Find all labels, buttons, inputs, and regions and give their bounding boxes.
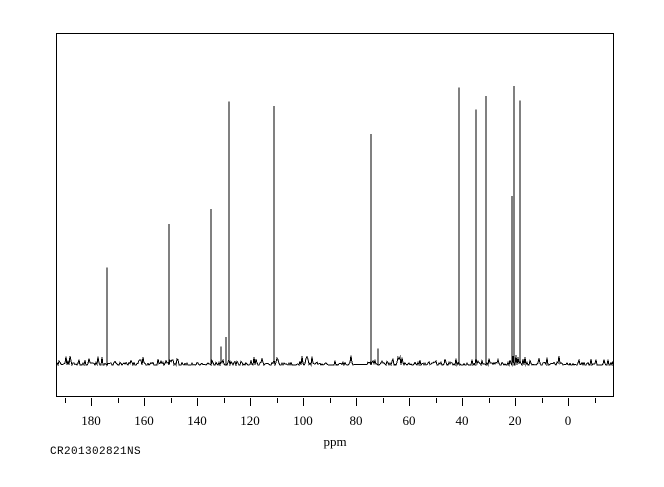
axis-tick-label: 180 xyxy=(81,413,101,428)
axis-tick-minor xyxy=(382,398,384,403)
axis-tick-major xyxy=(568,398,569,406)
axis-tick-label: 120 xyxy=(240,413,260,428)
axis-tick-label: 20 xyxy=(508,413,522,428)
axis-tick-major xyxy=(462,398,463,406)
x-axis-title: ppm xyxy=(323,434,347,449)
axis-tick-label: 140 xyxy=(187,413,207,428)
axis-tick-minor xyxy=(276,398,278,403)
spectrum-trace xyxy=(57,86,613,367)
axis-tick-label: 100 xyxy=(293,413,313,428)
axis-tick-major xyxy=(409,398,410,406)
axis-tick-label: 40 xyxy=(455,413,469,428)
axis-tick-minor xyxy=(594,398,596,403)
axis-tick-minor xyxy=(117,398,119,403)
axis-tick-major xyxy=(91,398,92,406)
axis-tick-minor xyxy=(488,398,490,403)
axis-tick-major xyxy=(356,398,357,406)
axis-tick-major xyxy=(250,398,251,406)
axis-tick-minor xyxy=(541,398,543,403)
axis-tick-major xyxy=(515,398,516,406)
axis-tick-minor xyxy=(223,398,225,403)
axis-tick-minor xyxy=(435,398,437,403)
plot-frame xyxy=(56,33,614,397)
axis-tick-label: 0 xyxy=(564,413,572,428)
axis-tick-minor xyxy=(170,398,172,403)
axis-tick-label: 160 xyxy=(134,413,154,428)
axis-tick-major xyxy=(144,398,145,406)
axis-tick-label: 80 xyxy=(349,413,363,428)
sample-id-label: CR201302821NS xyxy=(50,446,142,458)
axis-tick-minor xyxy=(329,398,331,403)
axis-tick-major xyxy=(303,398,304,406)
axis-tick-label: 60 xyxy=(402,413,416,428)
axis-tick-major xyxy=(197,398,198,406)
axis-tick-minor xyxy=(64,398,66,403)
